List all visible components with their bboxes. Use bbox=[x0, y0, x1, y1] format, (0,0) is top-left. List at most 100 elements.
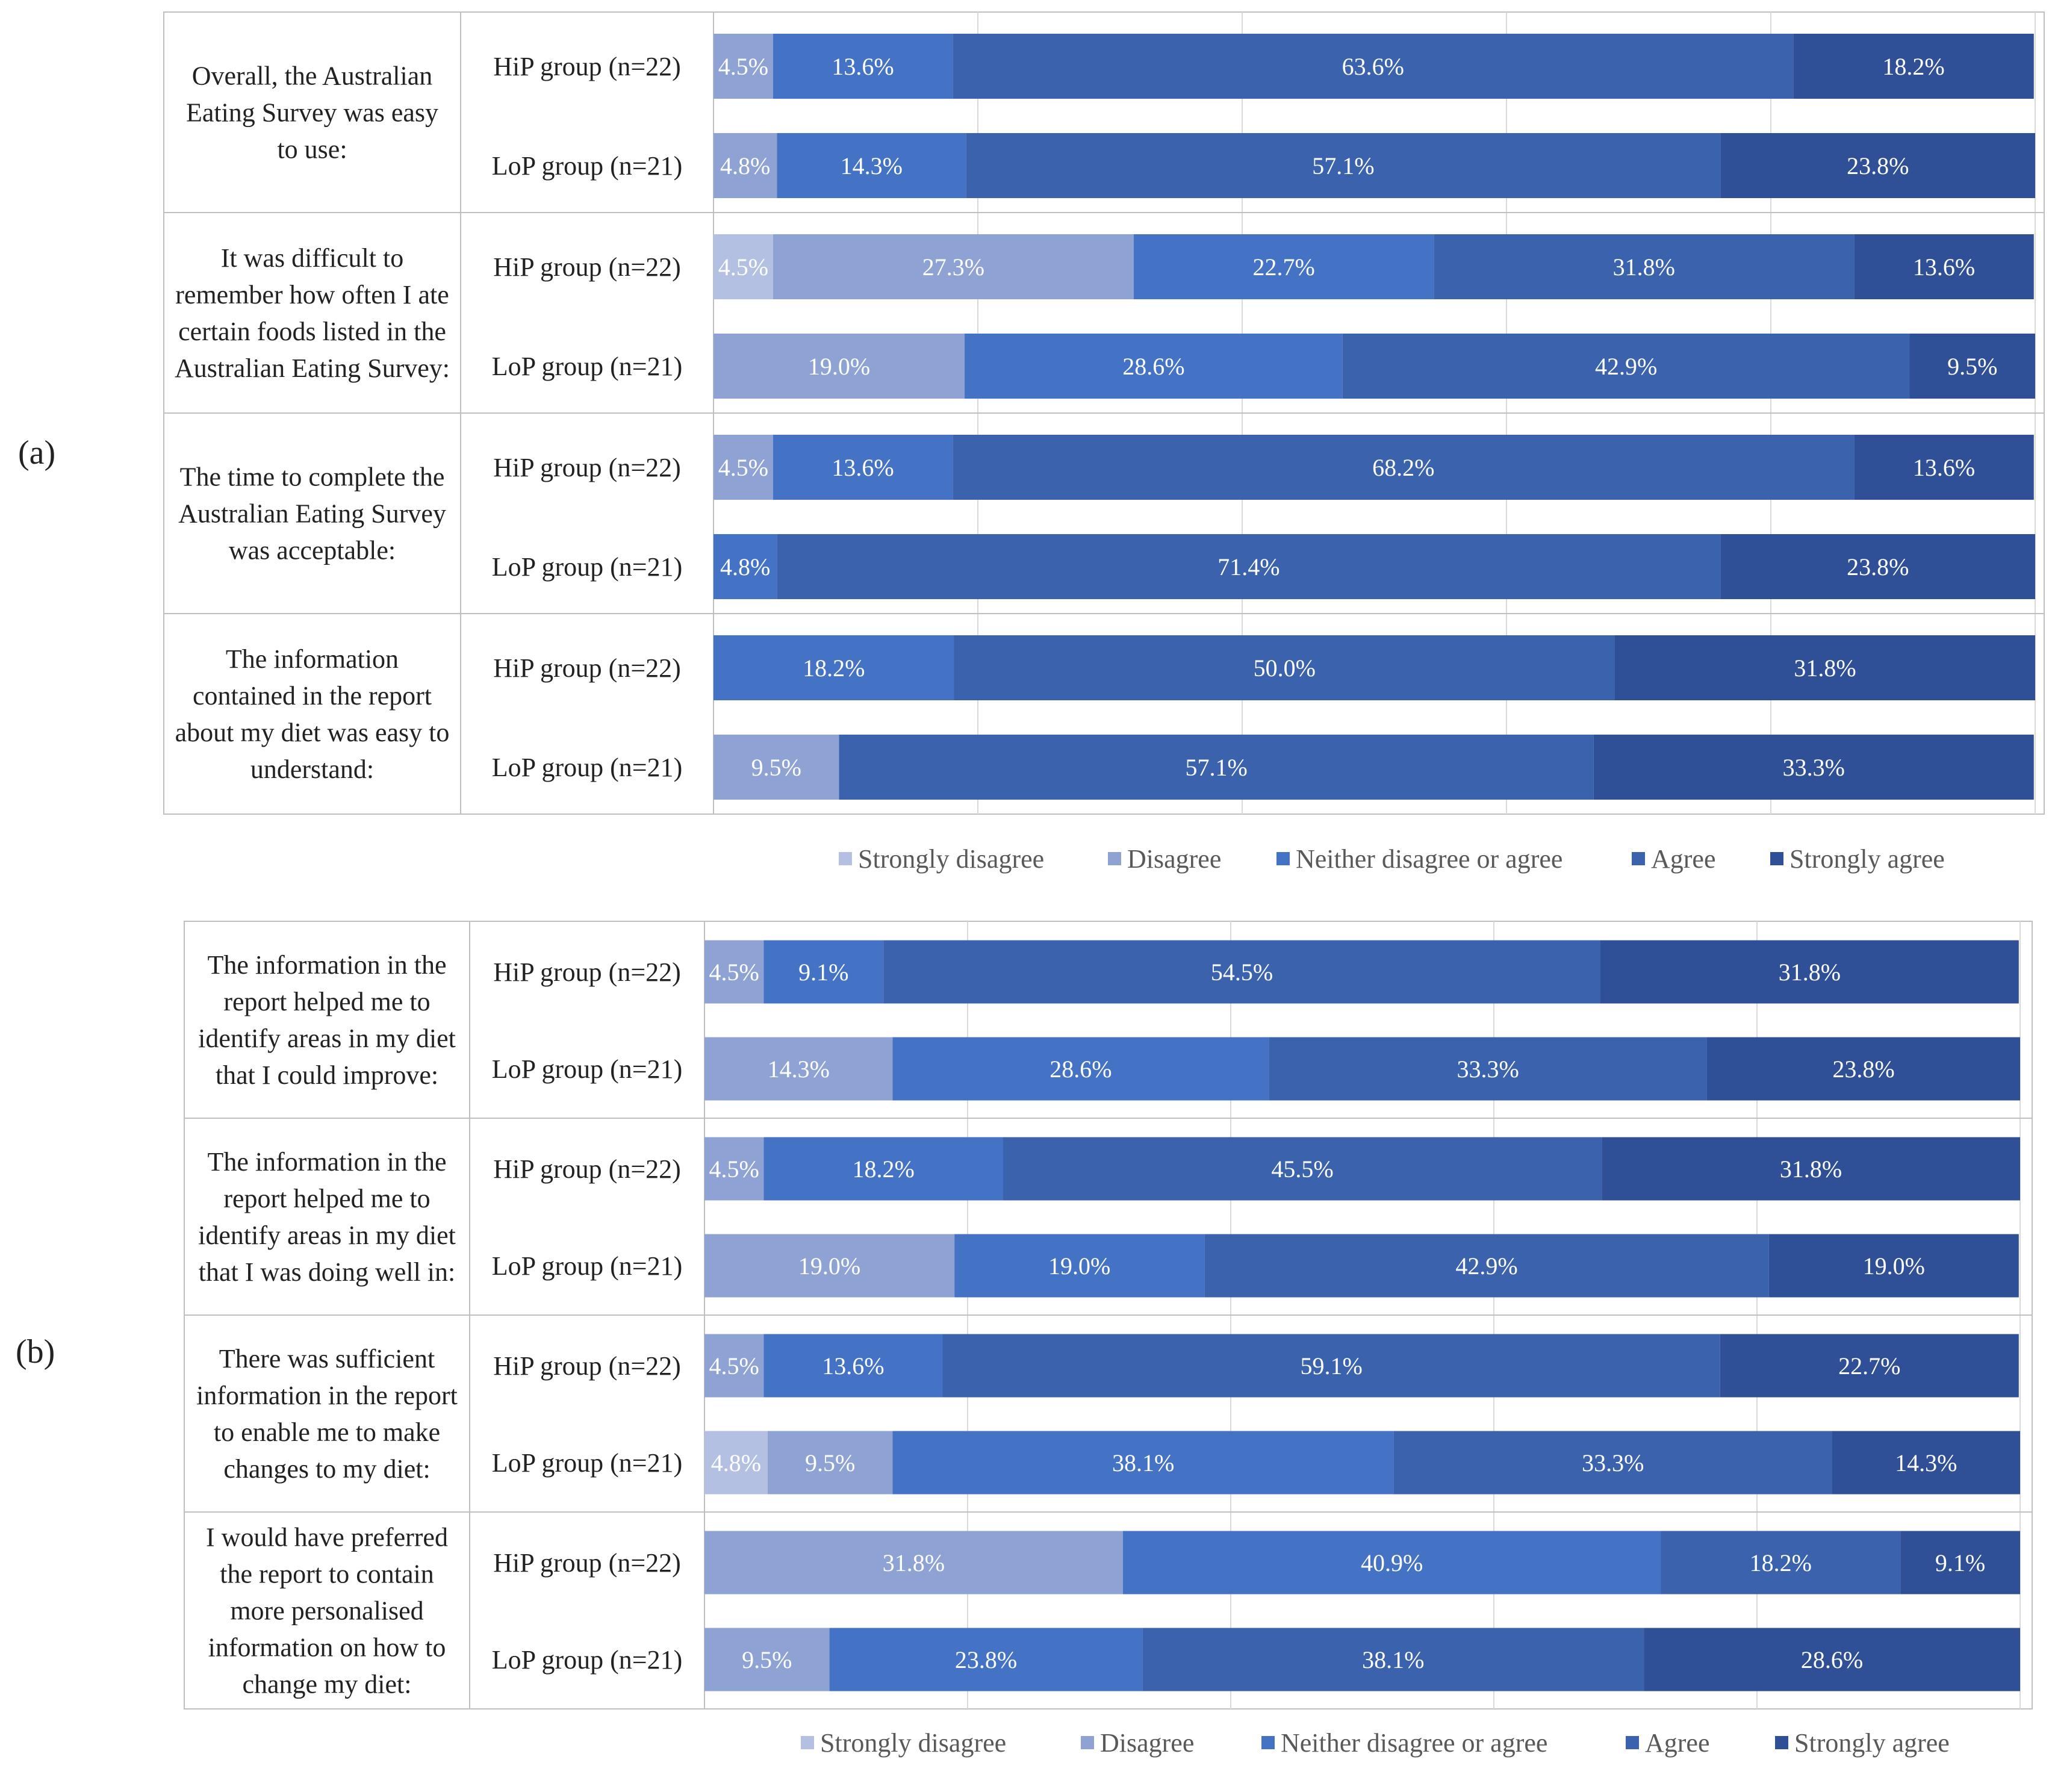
data-label: 31.8% bbox=[1780, 1156, 1842, 1183]
bar-segment-disagree bbox=[704, 1531, 1123, 1594]
question-text-line: identify areas in my diet bbox=[198, 1221, 456, 1250]
bar-segment-neither-disagree-or-agree bbox=[773, 435, 953, 500]
data-label: 54.5% bbox=[1211, 959, 1273, 986]
legend-label: Strongly disagree bbox=[820, 1728, 1006, 1758]
legend-label: Strongly agree bbox=[1794, 1728, 1950, 1758]
bar-segment-neither-disagree-or-agree bbox=[777, 133, 966, 198]
question-text: There was sufficient information in the r… bbox=[196, 1344, 458, 1484]
data-label: 38.1% bbox=[1362, 1646, 1424, 1673]
bar-segment-disagree bbox=[704, 1137, 764, 1201]
bar-segment-strongly-agree bbox=[1720, 534, 2035, 599]
bar-segment-neither-disagree-or-agree bbox=[714, 534, 777, 599]
legend-swatch bbox=[1626, 1736, 1639, 1749]
data-label: 31.8% bbox=[1794, 655, 1856, 682]
question-text-line: Overall, the Australian bbox=[192, 61, 433, 91]
bar-segment-disagree bbox=[714, 435, 773, 500]
question-text-line: contained in the report bbox=[193, 681, 432, 711]
data-label: 4.5% bbox=[718, 454, 768, 481]
data-label: 42.9% bbox=[1595, 353, 1657, 380]
bar-segment-neither-disagree-or-agree bbox=[892, 1037, 1269, 1101]
question-text-line: the report to contain bbox=[220, 1560, 434, 1589]
bar-segment-neither-disagree-or-agree bbox=[1122, 1531, 1661, 1594]
legend-label: Agree bbox=[1651, 844, 1716, 874]
question-text-line: about my diet was easy to bbox=[175, 718, 450, 747]
question-text: The time to complete the Australian Eatin… bbox=[178, 462, 446, 565]
group-label: LoP group (n=21) bbox=[492, 552, 683, 582]
bar-segment-agree bbox=[1434, 234, 1855, 299]
bar-segment-neither-disagree-or-agree bbox=[773, 34, 953, 99]
question-text-line: information in the report bbox=[196, 1381, 458, 1410]
data-label: 28.6% bbox=[1801, 1646, 1863, 1673]
question-text-line: changes to my diet: bbox=[223, 1454, 430, 1484]
data-label: 63.6% bbox=[1342, 53, 1404, 80]
bar-segment-disagree bbox=[773, 234, 1134, 299]
question-text-line: The time to complete the bbox=[180, 462, 445, 492]
bar-segment-disagree bbox=[714, 133, 777, 198]
bar-segment-strongly-agree bbox=[1614, 635, 2035, 700]
data-label: 4.5% bbox=[718, 53, 768, 80]
bar-segment-strongly-agree bbox=[1644, 1628, 2020, 1691]
data-label: 13.6% bbox=[832, 53, 894, 80]
question-text-line: to enable me to make bbox=[214, 1417, 440, 1447]
data-label: 40.9% bbox=[1361, 1549, 1423, 1576]
data-label: 19.0% bbox=[1863, 1252, 1925, 1280]
data-label: 23.8% bbox=[1847, 152, 1909, 179]
data-label: 71.4% bbox=[1217, 553, 1279, 580]
bar-segment-strongly-agree bbox=[1593, 735, 2034, 800]
bar-segment-agree bbox=[953, 435, 1855, 500]
bar-segment-neither-disagree-or-agree bbox=[763, 1137, 1003, 1201]
data-label: 13.6% bbox=[1913, 454, 1975, 481]
group-label: HiP group (n=22) bbox=[493, 1548, 681, 1578]
question-text-line: understand: bbox=[250, 754, 374, 784]
chart-panel-2: (b) The information in the report helped m… bbox=[16, 921, 2033, 1758]
legend-swatch bbox=[1276, 852, 1290, 865]
legend-swatch bbox=[1261, 1736, 1275, 1749]
bar-segment-agree bbox=[777, 534, 1721, 599]
question-text: The information contained in the report ab… bbox=[175, 644, 450, 784]
chart-panel-1: (a) Overall, the Australian Eating Survey … bbox=[18, 11, 2045, 874]
question-text-line: There was sufficient bbox=[219, 1344, 435, 1374]
bar-segment-strongly-disagree bbox=[714, 234, 773, 299]
bar-segment-strongly-agree bbox=[1602, 1137, 2020, 1201]
bar-segment-disagree bbox=[704, 1628, 830, 1691]
legend-label: Neither disagree or agree bbox=[1296, 844, 1562, 874]
question-text-line: I would have preferred bbox=[206, 1523, 448, 1552]
bar-segment-strongly-agree bbox=[1909, 334, 2035, 399]
data-label: 22.7% bbox=[1252, 254, 1314, 281]
legend-label: Agree bbox=[1645, 1728, 1710, 1758]
data-label: 9.5% bbox=[1947, 353, 1997, 380]
data-label: 9.1% bbox=[798, 959, 848, 986]
data-label: 4.5% bbox=[709, 959, 759, 986]
bar-segment-disagree bbox=[714, 735, 839, 800]
bar-segment-agree bbox=[1661, 1531, 1901, 1594]
group-label: LoP group (n=21) bbox=[492, 1054, 683, 1084]
legend-swatch bbox=[801, 1736, 814, 1749]
data-label: 31.8% bbox=[1779, 959, 1841, 986]
question-text: Overall, the Australian Eating Survey was… bbox=[186, 61, 438, 164]
bar-segment-disagree bbox=[704, 1037, 893, 1101]
group-label: HiP group (n=22) bbox=[493, 957, 681, 987]
data-label: 23.8% bbox=[1847, 553, 1909, 580]
bar-segment-strongly-agree bbox=[1768, 1234, 2019, 1298]
group-label: LoP group (n=21) bbox=[492, 352, 683, 381]
bar-segment-disagree bbox=[704, 940, 764, 1004]
bar-segment-agree bbox=[1204, 1234, 1769, 1298]
bar-segment-strongly-agree bbox=[1854, 234, 2034, 299]
question-text: It was difficult to remember how often I … bbox=[175, 243, 450, 383]
bar-segment-agree bbox=[953, 34, 1794, 99]
data-label: 23.8% bbox=[1832, 1056, 1894, 1083]
data-label: 68.2% bbox=[1372, 454, 1434, 481]
question-text-line: The information in the bbox=[207, 1147, 446, 1177]
data-label: 4.8% bbox=[720, 553, 770, 580]
group-label: HiP group (n=22) bbox=[493, 653, 681, 683]
data-label: 9.5% bbox=[751, 754, 801, 781]
bar-segment-disagree bbox=[714, 334, 965, 399]
question-text-line: identify areas in my diet bbox=[198, 1024, 456, 1053]
question-text-line: that I could improve: bbox=[216, 1060, 438, 1090]
panel-label: (b) bbox=[16, 1333, 55, 1370]
data-label: 28.6% bbox=[1122, 353, 1184, 380]
bar-segment-disagree bbox=[704, 1334, 764, 1398]
bar-segment-agree bbox=[942, 1334, 1720, 1398]
bar-segment-neither-disagree-or-agree bbox=[714, 635, 954, 700]
